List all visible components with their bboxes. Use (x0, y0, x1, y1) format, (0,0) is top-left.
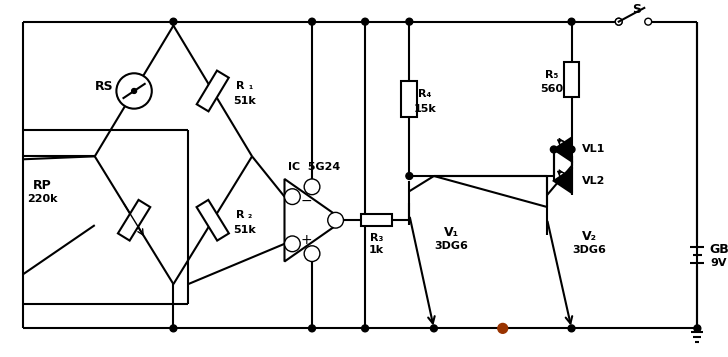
Text: 51k: 51k (233, 225, 256, 235)
Text: +: + (301, 233, 312, 247)
Text: R: R (236, 81, 245, 91)
Text: RP: RP (33, 179, 52, 192)
Bar (118, 200, 150, 241)
Text: 220k: 220k (28, 193, 58, 203)
Text: IC  5G24: IC 5G24 (288, 162, 340, 172)
Text: V₂: V₂ (582, 230, 597, 243)
Text: 3: 3 (290, 239, 296, 248)
Circle shape (406, 172, 413, 180)
Text: R₅: R₅ (545, 70, 558, 80)
Text: 7: 7 (309, 182, 315, 191)
Text: R₄: R₄ (419, 89, 432, 99)
Circle shape (304, 246, 320, 262)
Text: 560: 560 (540, 85, 563, 95)
Bar (360, 214, 392, 226)
Bar (197, 71, 229, 111)
Text: V₁: V₁ (444, 226, 459, 239)
Text: 1k: 1k (369, 245, 384, 255)
Text: R: R (236, 210, 245, 220)
Text: 4: 4 (309, 249, 315, 258)
Text: S: S (632, 3, 641, 16)
Circle shape (498, 323, 507, 333)
Circle shape (550, 146, 557, 153)
Circle shape (116, 73, 152, 109)
Circle shape (309, 18, 315, 25)
Circle shape (568, 325, 575, 332)
Circle shape (568, 18, 575, 25)
Circle shape (645, 18, 652, 25)
Text: 6: 6 (333, 216, 339, 225)
Text: 3DG6: 3DG6 (572, 245, 606, 255)
Circle shape (285, 189, 300, 205)
Circle shape (362, 325, 368, 332)
Circle shape (328, 212, 344, 228)
Text: 15k: 15k (414, 104, 437, 114)
Text: VL2: VL2 (582, 176, 605, 186)
Circle shape (170, 18, 177, 25)
Circle shape (285, 236, 300, 252)
Polygon shape (285, 179, 344, 262)
Circle shape (170, 325, 177, 332)
Circle shape (615, 18, 622, 25)
Circle shape (568, 146, 575, 153)
Circle shape (309, 325, 315, 332)
Text: ₁: ₁ (248, 81, 252, 91)
Circle shape (362, 18, 368, 25)
Text: R₃: R₃ (370, 233, 383, 243)
Text: GB: GB (709, 243, 728, 256)
Polygon shape (554, 138, 571, 161)
Text: RS: RS (95, 80, 114, 92)
Text: 3DG6: 3DG6 (435, 241, 469, 251)
Text: 2: 2 (290, 192, 296, 201)
Bar (197, 200, 229, 241)
Circle shape (694, 325, 701, 332)
Circle shape (430, 325, 438, 332)
Bar (563, 62, 579, 97)
Polygon shape (554, 169, 571, 193)
Text: −: − (301, 193, 312, 207)
Text: 9V: 9V (711, 257, 727, 267)
Text: 51k: 51k (233, 96, 256, 106)
Circle shape (406, 18, 413, 25)
Circle shape (132, 89, 137, 94)
Circle shape (615, 18, 622, 25)
Text: VL1: VL1 (582, 145, 605, 155)
Text: ₂: ₂ (248, 210, 252, 220)
Bar (401, 81, 417, 116)
Circle shape (304, 179, 320, 195)
